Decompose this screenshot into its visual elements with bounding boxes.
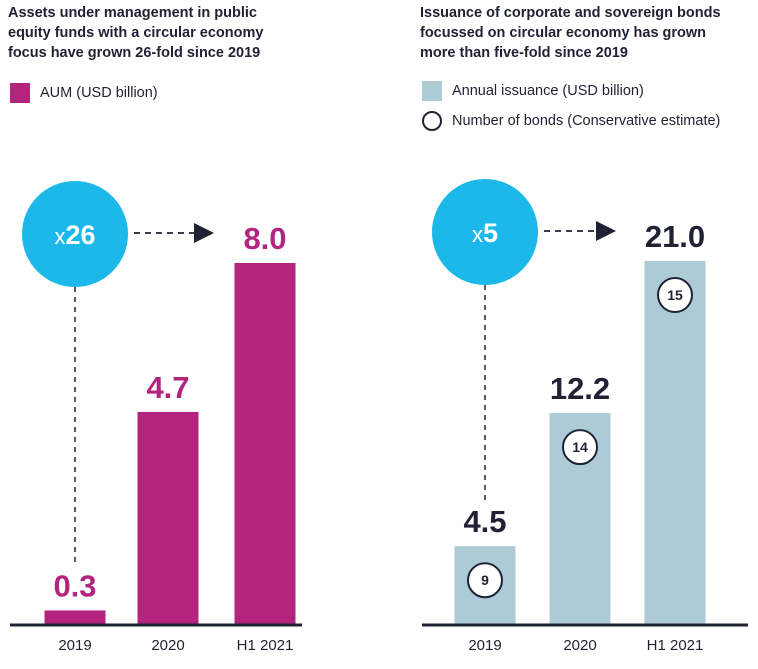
left-title-line: equity funds with a circular economy [8,25,264,41]
right-bar-value-label: 4.5 [463,504,506,539]
right-title-line: more than five-fold since 2019 [420,45,628,61]
left-bar [137,411,199,624]
right-bond-count-circle [562,429,598,466]
left-bar [44,610,106,624]
right-chart-title: Issuance of corporate and sovereign bond… [420,3,721,63]
issuance-legend-swatch [422,81,442,101]
aum-legend-swatch [10,83,30,103]
left-growth-badge [22,181,128,287]
right-title-line: Issuance of corporate and sovereign bond… [420,5,721,21]
right-bar [644,261,706,624]
right-bond-count-circle [657,277,693,313]
right-arrowhead-icon [596,221,616,241]
right-bond-count-label: 15 [667,287,683,303]
bond-count-legend-label: Number of bonds (Conservative estimate) [452,113,721,129]
right-growth-badge [432,179,538,285]
right-legend-bonds: Number of bonds (Conservative estimate) [422,111,720,131]
left-bar-value-label: 0.3 [53,568,96,603]
right-bond-count-label: 14 [572,439,588,455]
right-growth-badge-label: x5 [472,218,498,248]
left-chart-title: Assets under management in public equity… [8,3,263,63]
right-legend-issuance: Annual issuance (USD billion) [422,81,644,101]
left-arrowhead-icon [194,223,214,243]
aum-legend-label: AUM (USD billion) [40,85,158,101]
issuance-legend-label: Annual issuance (USD billion) [452,83,644,99]
right-bond-count-circle [467,562,503,599]
left-growth-badge-label: x26 [54,220,95,250]
right-x-tick-label: 2020 [563,637,596,654]
right-bar-value-label: 12.2 [550,371,610,406]
left-bar-value-label: 4.7 [146,370,189,405]
left-x-tick-label: 2020 [151,637,184,654]
right-bar-value-label: 21.0 [645,219,705,254]
left-x-tick-label: 2019 [58,637,91,654]
left-title-line: Assets under management in public [8,5,257,21]
left-bar-value-label: 8.0 [243,221,286,256]
left-legend: AUM (USD billion) [10,83,158,103]
left-bar [234,263,296,624]
right-title-line: focussed on circular economy has grown [420,25,707,41]
right-x-tick-label: H1 2021 [647,637,704,654]
bond-count-legend-circle-icon [422,111,442,131]
left-x-tick-label: H1 2021 [237,637,294,654]
right-x-tick-label: 2019 [468,637,501,654]
left-title-line: focus have grown 26-fold since 2019 [8,45,261,61]
right-bond-count-label: 9 [481,572,489,588]
